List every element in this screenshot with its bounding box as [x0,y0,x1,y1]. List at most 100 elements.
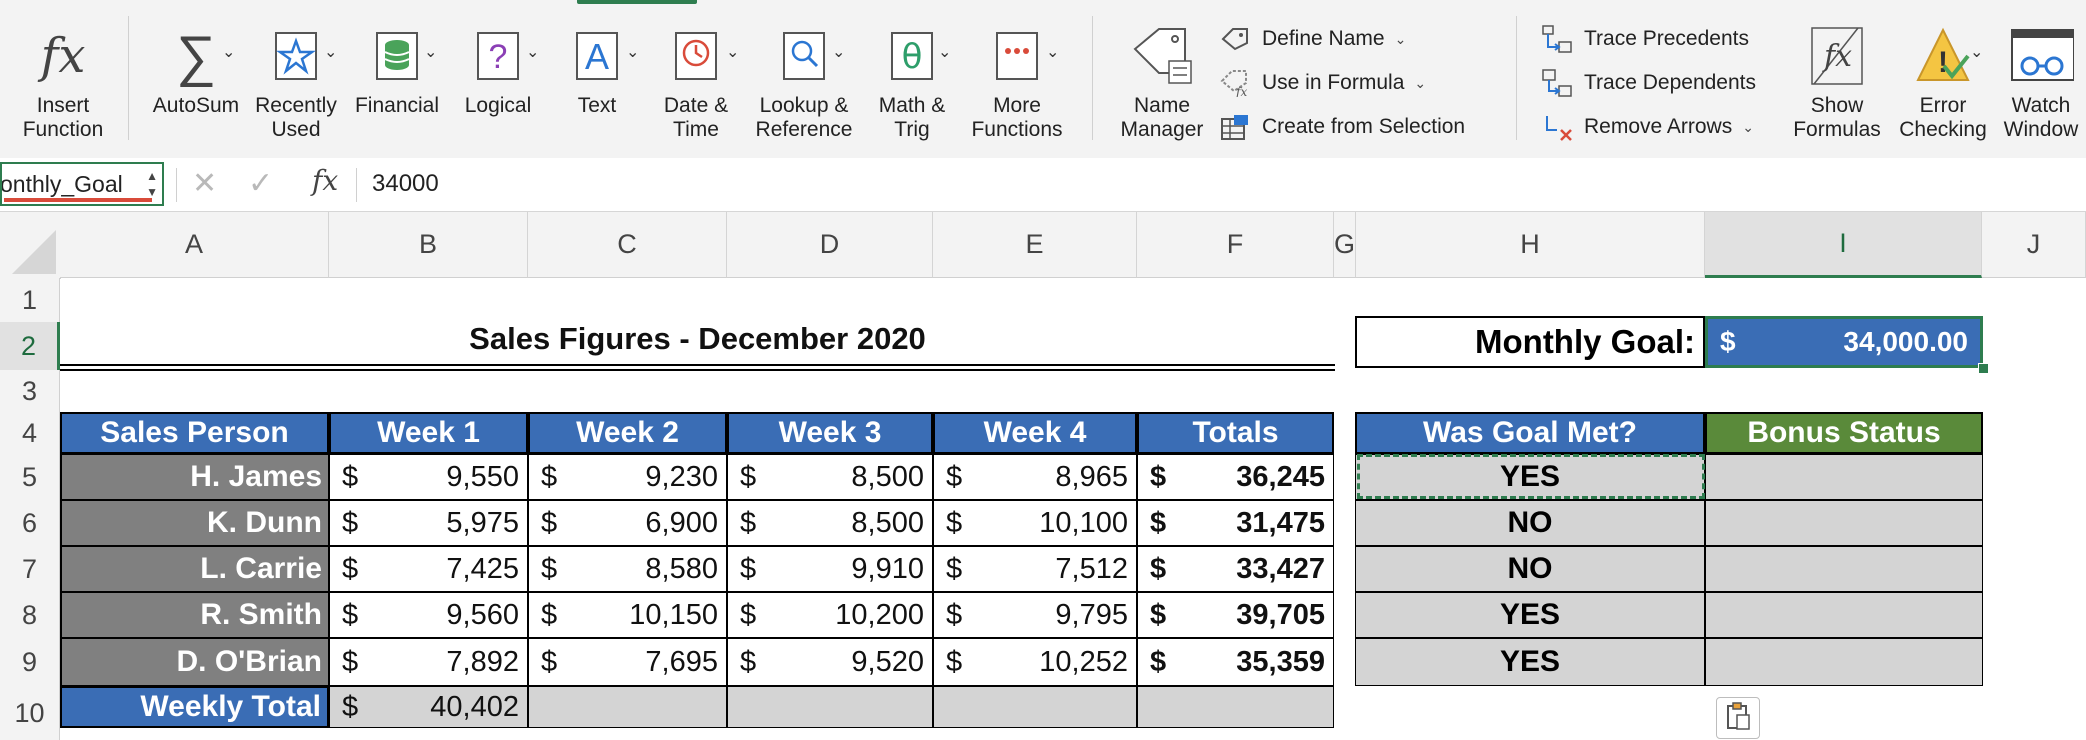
week-4-cell[interactable]: $7,512 [933,546,1137,592]
insert-function-fx-icon[interactable]: fx [312,164,339,197]
autosum-dropdown-icon[interactable]: ⌄ [222,44,236,61]
goal-met-cell[interactable]: YES [1355,638,1705,686]
column-header-i[interactable]: I [1705,212,1982,278]
header-was-goal-met[interactable]: Was Goal Met? [1355,412,1705,454]
insert-function-button[interactable]: fx Insert Function [8,18,118,142]
math-trig-dropdown-icon[interactable]: ⌄ [938,44,952,61]
column-header-c[interactable]: C [528,212,727,278]
create-from-selection-button[interactable]: Create from Selection [1218,110,1465,144]
week-2-cell[interactable]: $10,150 [528,592,727,638]
week-3-cell[interactable]: $9,520 [727,638,933,686]
week-2-cell[interactable]: $9,230 [528,454,727,500]
week-4-cell[interactable]: $10,100 [933,500,1137,546]
row-header-1[interactable]: 1 [0,278,60,322]
logical-button[interactable]: ? Logical [450,18,546,118]
define-name-button[interactable]: Define Name ⌄ [1218,22,1406,56]
row-header-6[interactable]: 6 [0,500,60,546]
week-2-cell[interactable]: $7,695 [528,638,727,686]
row-header-10[interactable]: 10 [0,686,60,740]
week-3-cell[interactable]: $10,200 [727,592,933,638]
select-all-corner[interactable] [0,212,61,279]
weekly-total-totals-cell[interactable] [1137,686,1334,728]
recently-used-dropdown-icon[interactable]: ⌄ [324,44,338,61]
date-time-dropdown-icon[interactable]: ⌄ [726,44,740,61]
column-header-h[interactable]: H [1356,212,1705,278]
watch-window-button[interactable]: Watch Window [1996,18,2086,142]
row-header-3[interactable]: 3 [0,370,60,412]
header-bonus-status[interactable]: Bonus Status [1705,412,1983,454]
formula-input[interactable]: 34000 [372,170,439,197]
goal-met-cell[interactable]: NO [1355,500,1705,546]
week-4-cell[interactable]: $8,965 [933,454,1137,500]
goal-met-cell[interactable]: YES [1355,454,1705,500]
row-header-2[interactable]: 2 [0,322,60,370]
monthly-goal-label[interactable]: Monthly Goal: [1355,316,1705,368]
column-header-b[interactable]: B [329,212,528,278]
bonus-status-cell[interactable] [1705,500,1983,546]
header-week-1[interactable]: Week 1 [329,412,528,454]
total-cell[interactable]: $39,705 [1137,592,1334,638]
week-3-cell[interactable]: $9,910 [727,546,933,592]
week-1-cell[interactable]: $9,550 [329,454,528,500]
text-button[interactable]: A Text [550,18,644,118]
week-1-cell[interactable]: $7,425 [329,546,528,592]
weekly-total-week-3-cell[interactable] [727,686,933,728]
goal-met-cell[interactable]: YES [1355,592,1705,638]
sales-person-cell[interactable]: K. Dunn [60,500,329,546]
column-header-f[interactable]: F [1137,212,1334,278]
week-4-cell[interactable]: $10,252 [933,638,1137,686]
financial-dropdown-icon[interactable]: ⌄ [424,44,438,61]
autosum-button[interactable]: ∑ AutoSum [140,18,252,118]
lookup-reference-button[interactable]: Lookup & Reference [748,18,860,142]
sheet-title[interactable]: Sales Figures - December 2020 [469,321,926,356]
sales-person-cell[interactable]: H. James [60,454,329,500]
sales-person-cell[interactable]: L. Carrie [60,546,329,592]
more-functions-button[interactable]: More Functions [962,18,1072,142]
name-box[interactable]: onthly_Goal ▲ ▼ [0,162,164,206]
more-functions-dropdown-icon[interactable]: ⌄ [1046,44,1060,61]
error-checking-button[interactable]: ! Error Checking [1898,18,1988,142]
week-2-cell[interactable]: $6,900 [528,500,727,546]
weekly-total-label[interactable]: Weekly Total [60,686,329,728]
total-cell[interactable]: $33,427 [1137,546,1334,592]
math-trig-button[interactable]: θ Math & Trig [862,18,962,142]
weekly-total-week-4-cell[interactable] [933,686,1137,728]
week-1-cell[interactable]: $7,892 [329,638,528,686]
paste-options-button[interactable] [1716,697,1760,739]
bonus-status-cell[interactable] [1705,638,1983,686]
total-cell[interactable]: $31,475 [1137,500,1334,546]
lookup-reference-dropdown-icon[interactable]: ⌄ [832,44,846,61]
row-header-7[interactable]: 7 [0,546,60,592]
row-header-4[interactable]: 4 [0,412,60,454]
remove-arrows-button[interactable]: Remove Arrows ⌄ [1540,110,1754,144]
header-week-2[interactable]: Week 2 [528,412,727,454]
weekly-total-week-2-cell[interactable] [528,686,727,728]
total-cell[interactable]: $36,245 [1137,454,1334,500]
column-header-j[interactable]: J [1982,212,2086,278]
header-week-3[interactable]: Week 3 [727,412,933,454]
column-header-e[interactable]: E [933,212,1137,278]
bonus-status-cell[interactable] [1705,546,1983,592]
week-4-cell[interactable]: $9,795 [933,592,1137,638]
show-formulas-button[interactable]: fx Show Formulas [1790,18,1884,142]
bonus-status-cell[interactable] [1705,592,1983,638]
total-cell[interactable]: $35,359 [1137,638,1334,686]
date-time-button[interactable]: Date & Time [652,18,740,142]
logical-dropdown-icon[interactable]: ⌄ [526,44,540,61]
goal-met-cell[interactable]: NO [1355,546,1705,592]
column-header-g[interactable]: G [1334,212,1356,278]
sales-person-cell[interactable]: D. O'Brian [60,638,329,686]
trace-precedents-button[interactable]: Trace Precedents [1540,22,1749,56]
week-3-cell[interactable]: $8,500 [727,500,933,546]
text-dropdown-icon[interactable]: ⌄ [626,44,640,61]
bonus-status-cell[interactable] [1705,454,1983,500]
weekly-total-week-1-cell[interactable]: $40,402 [329,686,528,728]
enter-check-icon[interactable]: ✓ [248,167,274,200]
error-checking-dropdown-icon[interactable]: ⌄ [1970,44,1984,61]
name-box-stepper-icon[interactable]: ▲ ▼ [146,169,158,199]
recently-used-button[interactable]: Recently Used [244,18,348,142]
column-header-d[interactable]: D [727,212,933,278]
column-header-a[interactable]: A [60,212,329,278]
week-3-cell[interactable]: $8,500 [727,454,933,500]
row-header-8[interactable]: 8 [0,592,60,638]
